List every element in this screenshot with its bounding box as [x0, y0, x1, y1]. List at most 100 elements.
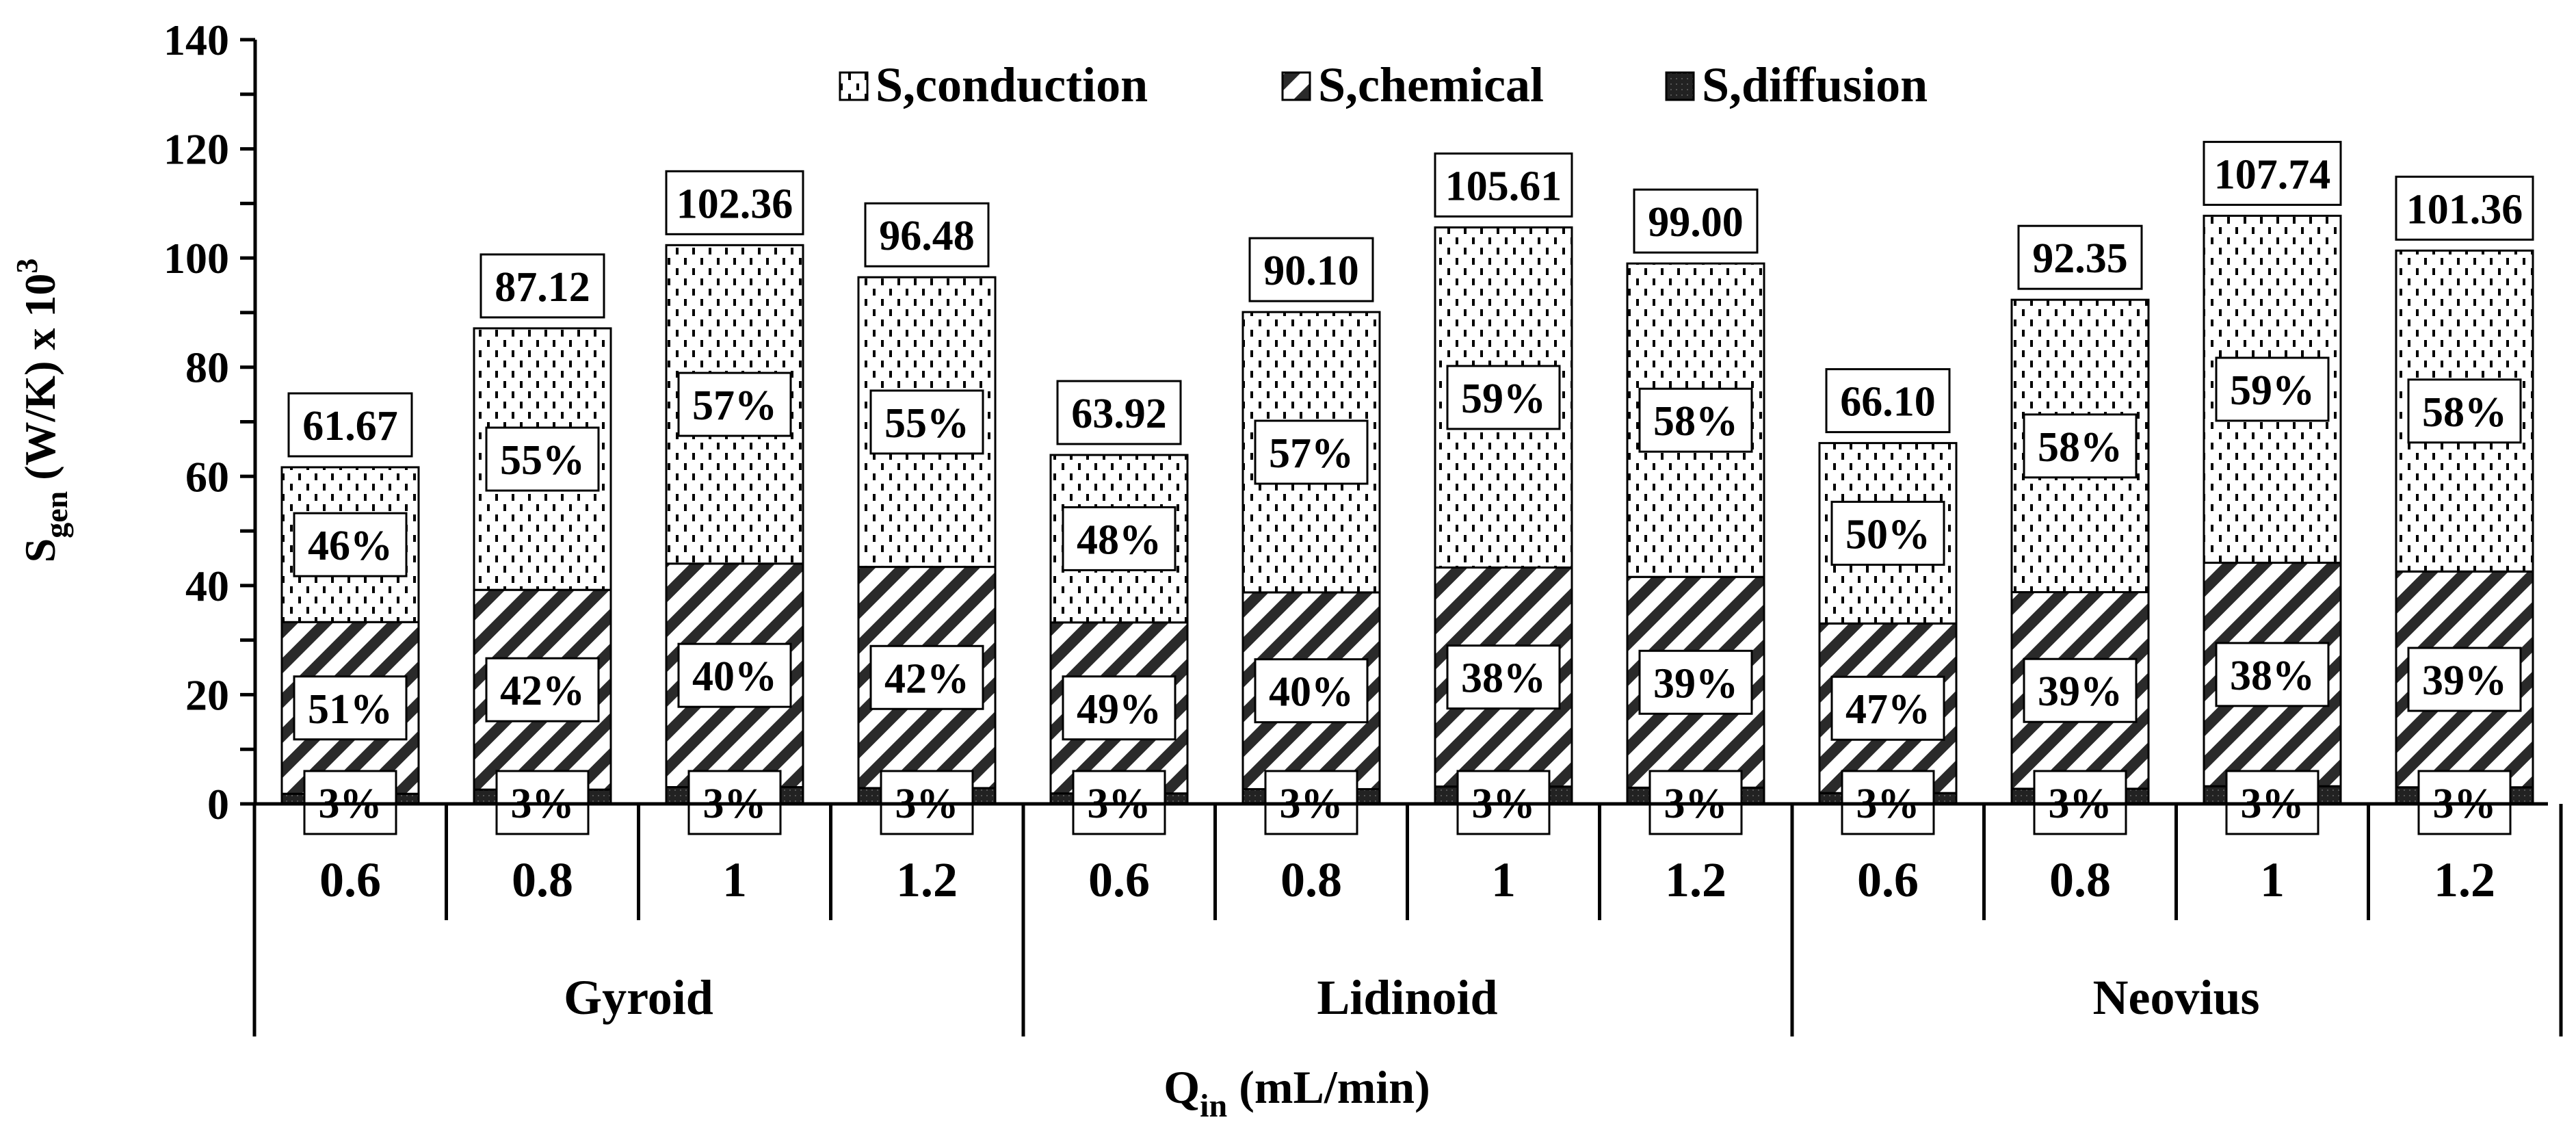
bar-total-label-box: [1825, 368, 1951, 434]
bar-total-label-box: [2395, 175, 2534, 241]
x-category-label: 1.2: [2434, 852, 2495, 907]
chemical-percent-label-box: [1254, 658, 1369, 724]
conduction-percent-label: 57%: [692, 382, 777, 429]
conduction-percent-label: 50%: [1845, 511, 1930, 558]
chemical-percent-label-box: [1446, 644, 1561, 710]
conduction-percent-label-box: [1830, 500, 1945, 566]
bar-total-label-box: [287, 392, 413, 458]
conduction-percent-label: 58%: [2038, 424, 2122, 471]
bar-total-label: 87.12: [495, 264, 590, 311]
chemical-percent-label: 39%: [2422, 657, 2507, 704]
bar-total-label: 63.92: [1071, 391, 1167, 437]
conduction-percent-label: 46%: [308, 523, 393, 569]
bar-total-label: 66.10: [1840, 379, 1936, 426]
chemical-percent-label: 38%: [1461, 655, 1546, 702]
conduction-percent-label: 58%: [1653, 398, 1738, 445]
y-tick-label: 80: [185, 343, 229, 392]
chemical-percent-label-box: [1638, 649, 1753, 715]
x-group-label: Lidinoid: [1317, 970, 1497, 1025]
conduction-percent-label-box: [293, 512, 408, 577]
bar-total-label-box: [479, 253, 605, 319]
conduction-percent-label-box: [869, 389, 984, 455]
x-category-label: 0.8: [512, 852, 573, 907]
axes: 0.6 0.8 1 1.2 Gyroid 0.6 0.8 1 1.2 Lidinoid 0.6 0.8…: [252, 40, 2563, 1036]
bar-labels: 61.6746%51%3%87.1255%42%3%102.3657%40%3%…: [287, 140, 2534, 835]
bar-total-label: 107.74: [2214, 151, 2331, 198]
chemical-percent-label: 39%: [1653, 660, 1738, 707]
y-tick-label: 0: [207, 780, 229, 829]
chemical-percent-label-box: [2407, 647, 2522, 712]
y-tick-label: 40: [185, 562, 229, 610]
conduction-percent-label: 58%: [2422, 389, 2507, 436]
chemical-percent-label: 39%: [2038, 668, 2122, 715]
bar-total-label: 90.10: [1263, 248, 1359, 294]
bar-total-label-box: [1633, 188, 1759, 254]
bar-total-label: 105.61: [1445, 163, 1562, 209]
bar-total-label-box: [1056, 380, 1182, 445]
bar-total-label: 92.35: [2032, 235, 2128, 282]
chemical-percent-label: 49%: [1077, 686, 1161, 733]
x-category-label: 0.8: [1280, 852, 1342, 907]
conduction-percent-label-box: [1638, 387, 1753, 453]
chemical-percent-label-box: [677, 642, 792, 708]
x-axis-title: Qin (mL/min): [1164, 1061, 1430, 1124]
bar-total-label-box: [864, 202, 990, 268]
chemical-percent-label-box: [869, 644, 984, 710]
x-category-label: 1.2: [896, 852, 958, 907]
chemical-percent-label: 51%: [308, 686, 393, 733]
x-group-label: Neovius: [2092, 970, 2259, 1025]
conduction-percent-label-box: [2215, 356, 2330, 422]
bar-total-label: 99.00: [1648, 199, 1744, 246]
y-axis-title: Sgen (W/K) x 103: [10, 259, 74, 563]
chemical-percent-label-box: [1830, 675, 1945, 741]
bar-total-label-box: [2017, 224, 2143, 290]
bars: [280, 214, 2534, 805]
y-tick-label: 120: [163, 125, 229, 174]
x-group-label: Gyroid: [564, 970, 713, 1025]
conduction-percent-label: 59%: [2230, 367, 2315, 414]
y-tick-label: 60: [185, 452, 229, 501]
x-category-label: 0.6: [319, 852, 381, 907]
conduction-percent-label-box: [2407, 378, 2522, 444]
bar-total-label-box: [2203, 140, 2342, 206]
chemical-percent-label-box: [293, 675, 408, 741]
conduction-percent-label-box: [485, 426, 600, 492]
legend-swatch-chemical: [1281, 71, 1311, 101]
chemical-percent-label-box: [2215, 642, 2330, 707]
conduction-percent-label-box: [1254, 419, 1369, 485]
conduction-percent-label: 57%: [1269, 430, 1354, 477]
chemical-percent-label-box: [2023, 657, 2138, 723]
legend-swatch-diffusion: [1665, 71, 1695, 101]
bar-total-label: 101.36: [2406, 186, 2523, 233]
conduction-percent-label: 59%: [1461, 376, 1546, 422]
bar-total-label: 96.48: [879, 213, 975, 259]
conduction-percent-label: 55%: [884, 400, 969, 447]
chemical-percent-label: 47%: [1845, 686, 1930, 733]
chemical-percent-label: 42%: [500, 668, 585, 714]
y-axis-ticks: 0 20 40 60 80 100 120 140: [163, 16, 255, 829]
x-category-label: 1: [1491, 852, 1516, 907]
x-category-label: 0.8: [2049, 852, 2111, 907]
x-category-label: 0.6: [1088, 852, 1150, 907]
chemical-percent-label: 40%: [692, 653, 777, 700]
conduction-percent-label-box: [2023, 413, 2138, 479]
chemical-percent-label-box: [485, 657, 600, 722]
conduction-percent-label-box: [1446, 365, 1561, 430]
bar-total-label-box: [1248, 237, 1374, 302]
legend-label-diffusion: S,diffusion: [1702, 57, 1928, 112]
y-tick-label: 140: [163, 16, 229, 64]
x-category-label: 1.2: [1665, 852, 1726, 907]
y-tick-label: 20: [185, 670, 229, 719]
bar-total-label: 102.36: [676, 181, 793, 227]
legend-swatch-conduction: [839, 71, 869, 101]
y-tick-label: 100: [163, 234, 229, 283]
chemical-percent-label-box: [1062, 675, 1177, 741]
chemical-percent-label: 42%: [884, 655, 969, 702]
conduction-percent-label-box: [1062, 506, 1177, 571]
chemical-percent-label: 40%: [1269, 669, 1354, 716]
x-category-label: 1: [722, 852, 747, 907]
bar-total-label: 61.67: [302, 403, 398, 449]
conduction-percent-label: 48%: [1077, 517, 1161, 563]
conduction-percent-label: 55%: [500, 437, 585, 484]
